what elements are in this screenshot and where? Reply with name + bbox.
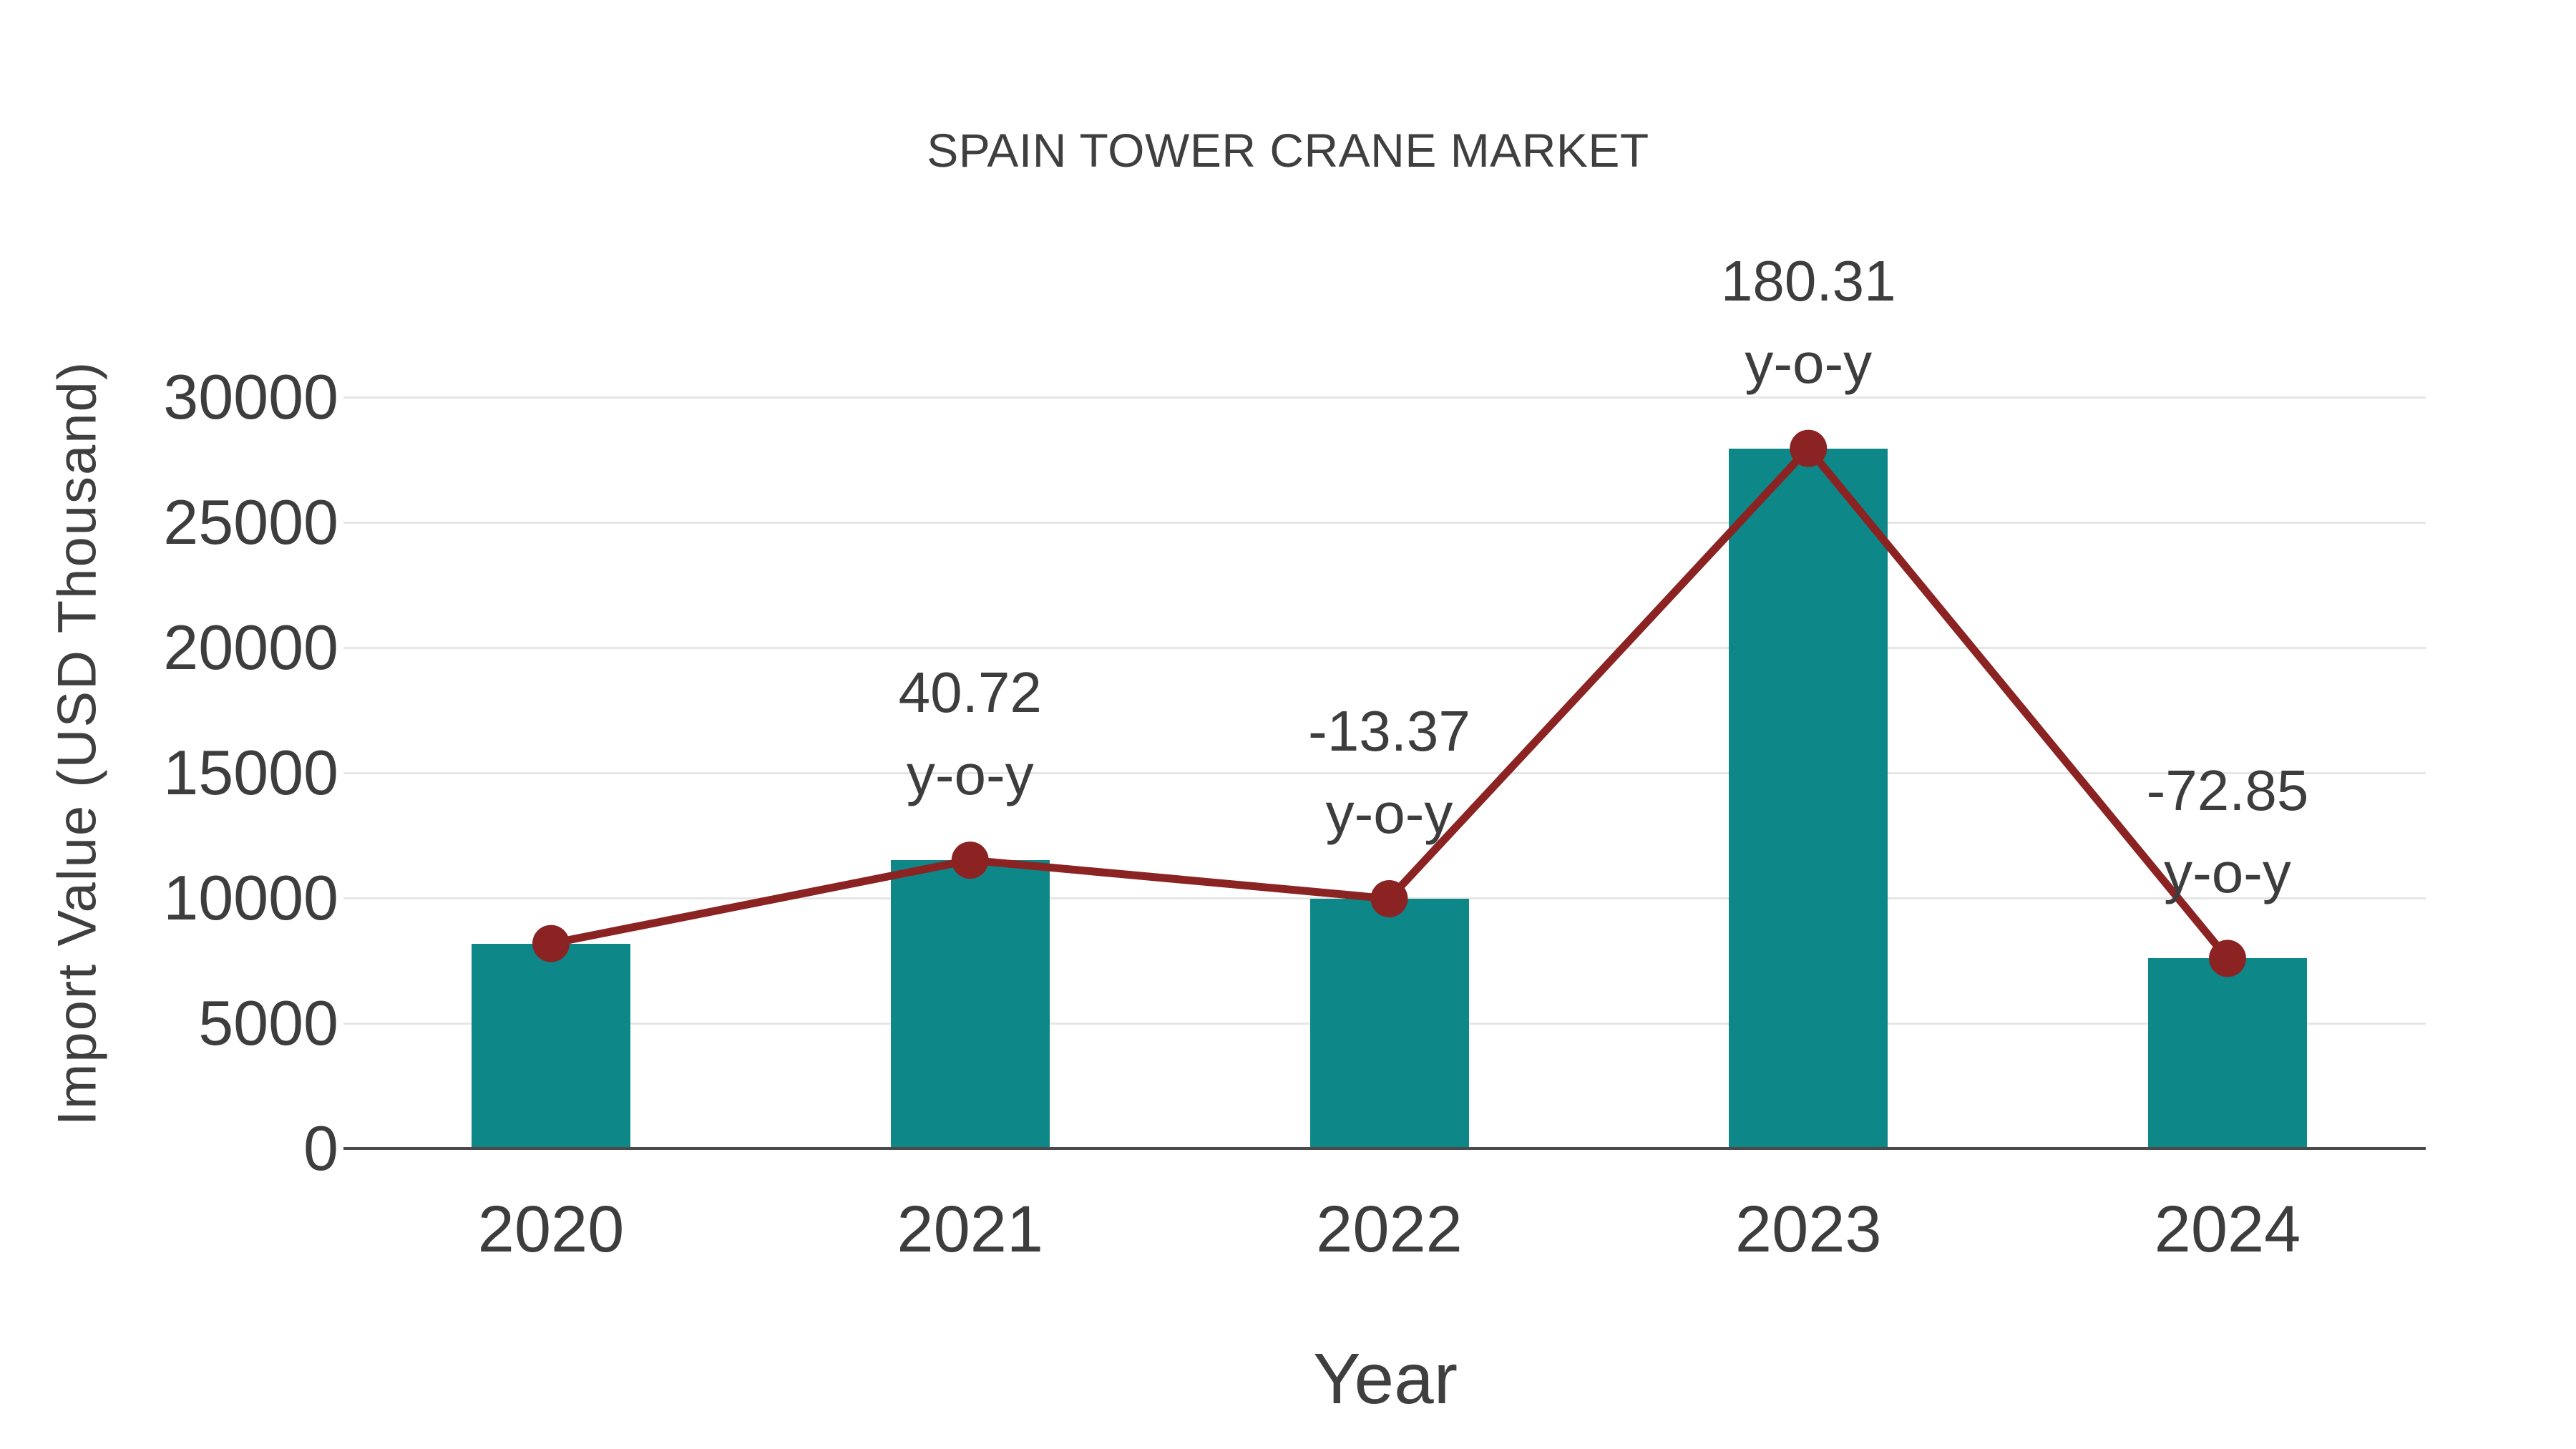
gridline-20000 <box>343 646 2426 649</box>
annotation-yoy-label: y-o-y <box>906 743 1034 807</box>
gridline-30000 <box>343 396 2426 399</box>
y-tick-label-5000: 5000 <box>198 987 338 1058</box>
x-tick-label-2020: 2020 <box>477 1193 625 1266</box>
y-tick-label-0: 0 <box>303 1113 338 1184</box>
annotation-yoy-label: y-o-y <box>2164 841 2291 905</box>
x-tick-label-2022: 2022 <box>1316 1193 1463 1266</box>
annotation-value: -72.85 <box>2146 758 2309 823</box>
gridline-25000 <box>343 521 2426 524</box>
annotation-2021: 40.72 y-o-y <box>741 651 1199 816</box>
bar-2022 <box>1309 898 1469 1148</box>
bar-2021 <box>890 860 1050 1148</box>
y-tick-label-15000: 15000 <box>163 737 338 808</box>
annotation-value: -13.37 <box>1308 698 1470 763</box>
x-tick-label-2024: 2024 <box>2154 1193 2301 1266</box>
annotation-2022: -13.37 y-o-y <box>1161 690 1619 854</box>
y-tick-label-10000: 10000 <box>163 862 338 933</box>
annotation-yoy-label: y-o-y <box>1325 781 1453 845</box>
y-tick-label-25000: 25000 <box>163 487 338 557</box>
y-tick-label-30000: 30000 <box>163 361 338 432</box>
annotation-value: 180.31 <box>1720 248 1896 313</box>
x-tick-label-2023: 2023 <box>1735 1193 1882 1266</box>
annotation-2024: -72.85 y-o-y <box>1999 749 2457 914</box>
x-tick-label-2021: 2021 <box>897 1193 1044 1266</box>
annotation-value: 40.72 <box>898 660 1042 725</box>
bar-2020 <box>472 943 630 1148</box>
y-tick-label-20000: 20000 <box>163 612 338 683</box>
bar-2023 <box>1729 448 1888 1148</box>
annotation-yoy-label: y-o-y <box>1745 331 1873 395</box>
x-axis-line <box>343 1147 2426 1150</box>
chart-title: SPAIN TOWER CRANE MARKET <box>927 124 1649 177</box>
bar-2024 <box>2148 958 2307 1148</box>
annotation-2023: 180.31 y-o-y <box>1579 240 2037 404</box>
x-axis-title: Year <box>1312 1339 1458 1419</box>
